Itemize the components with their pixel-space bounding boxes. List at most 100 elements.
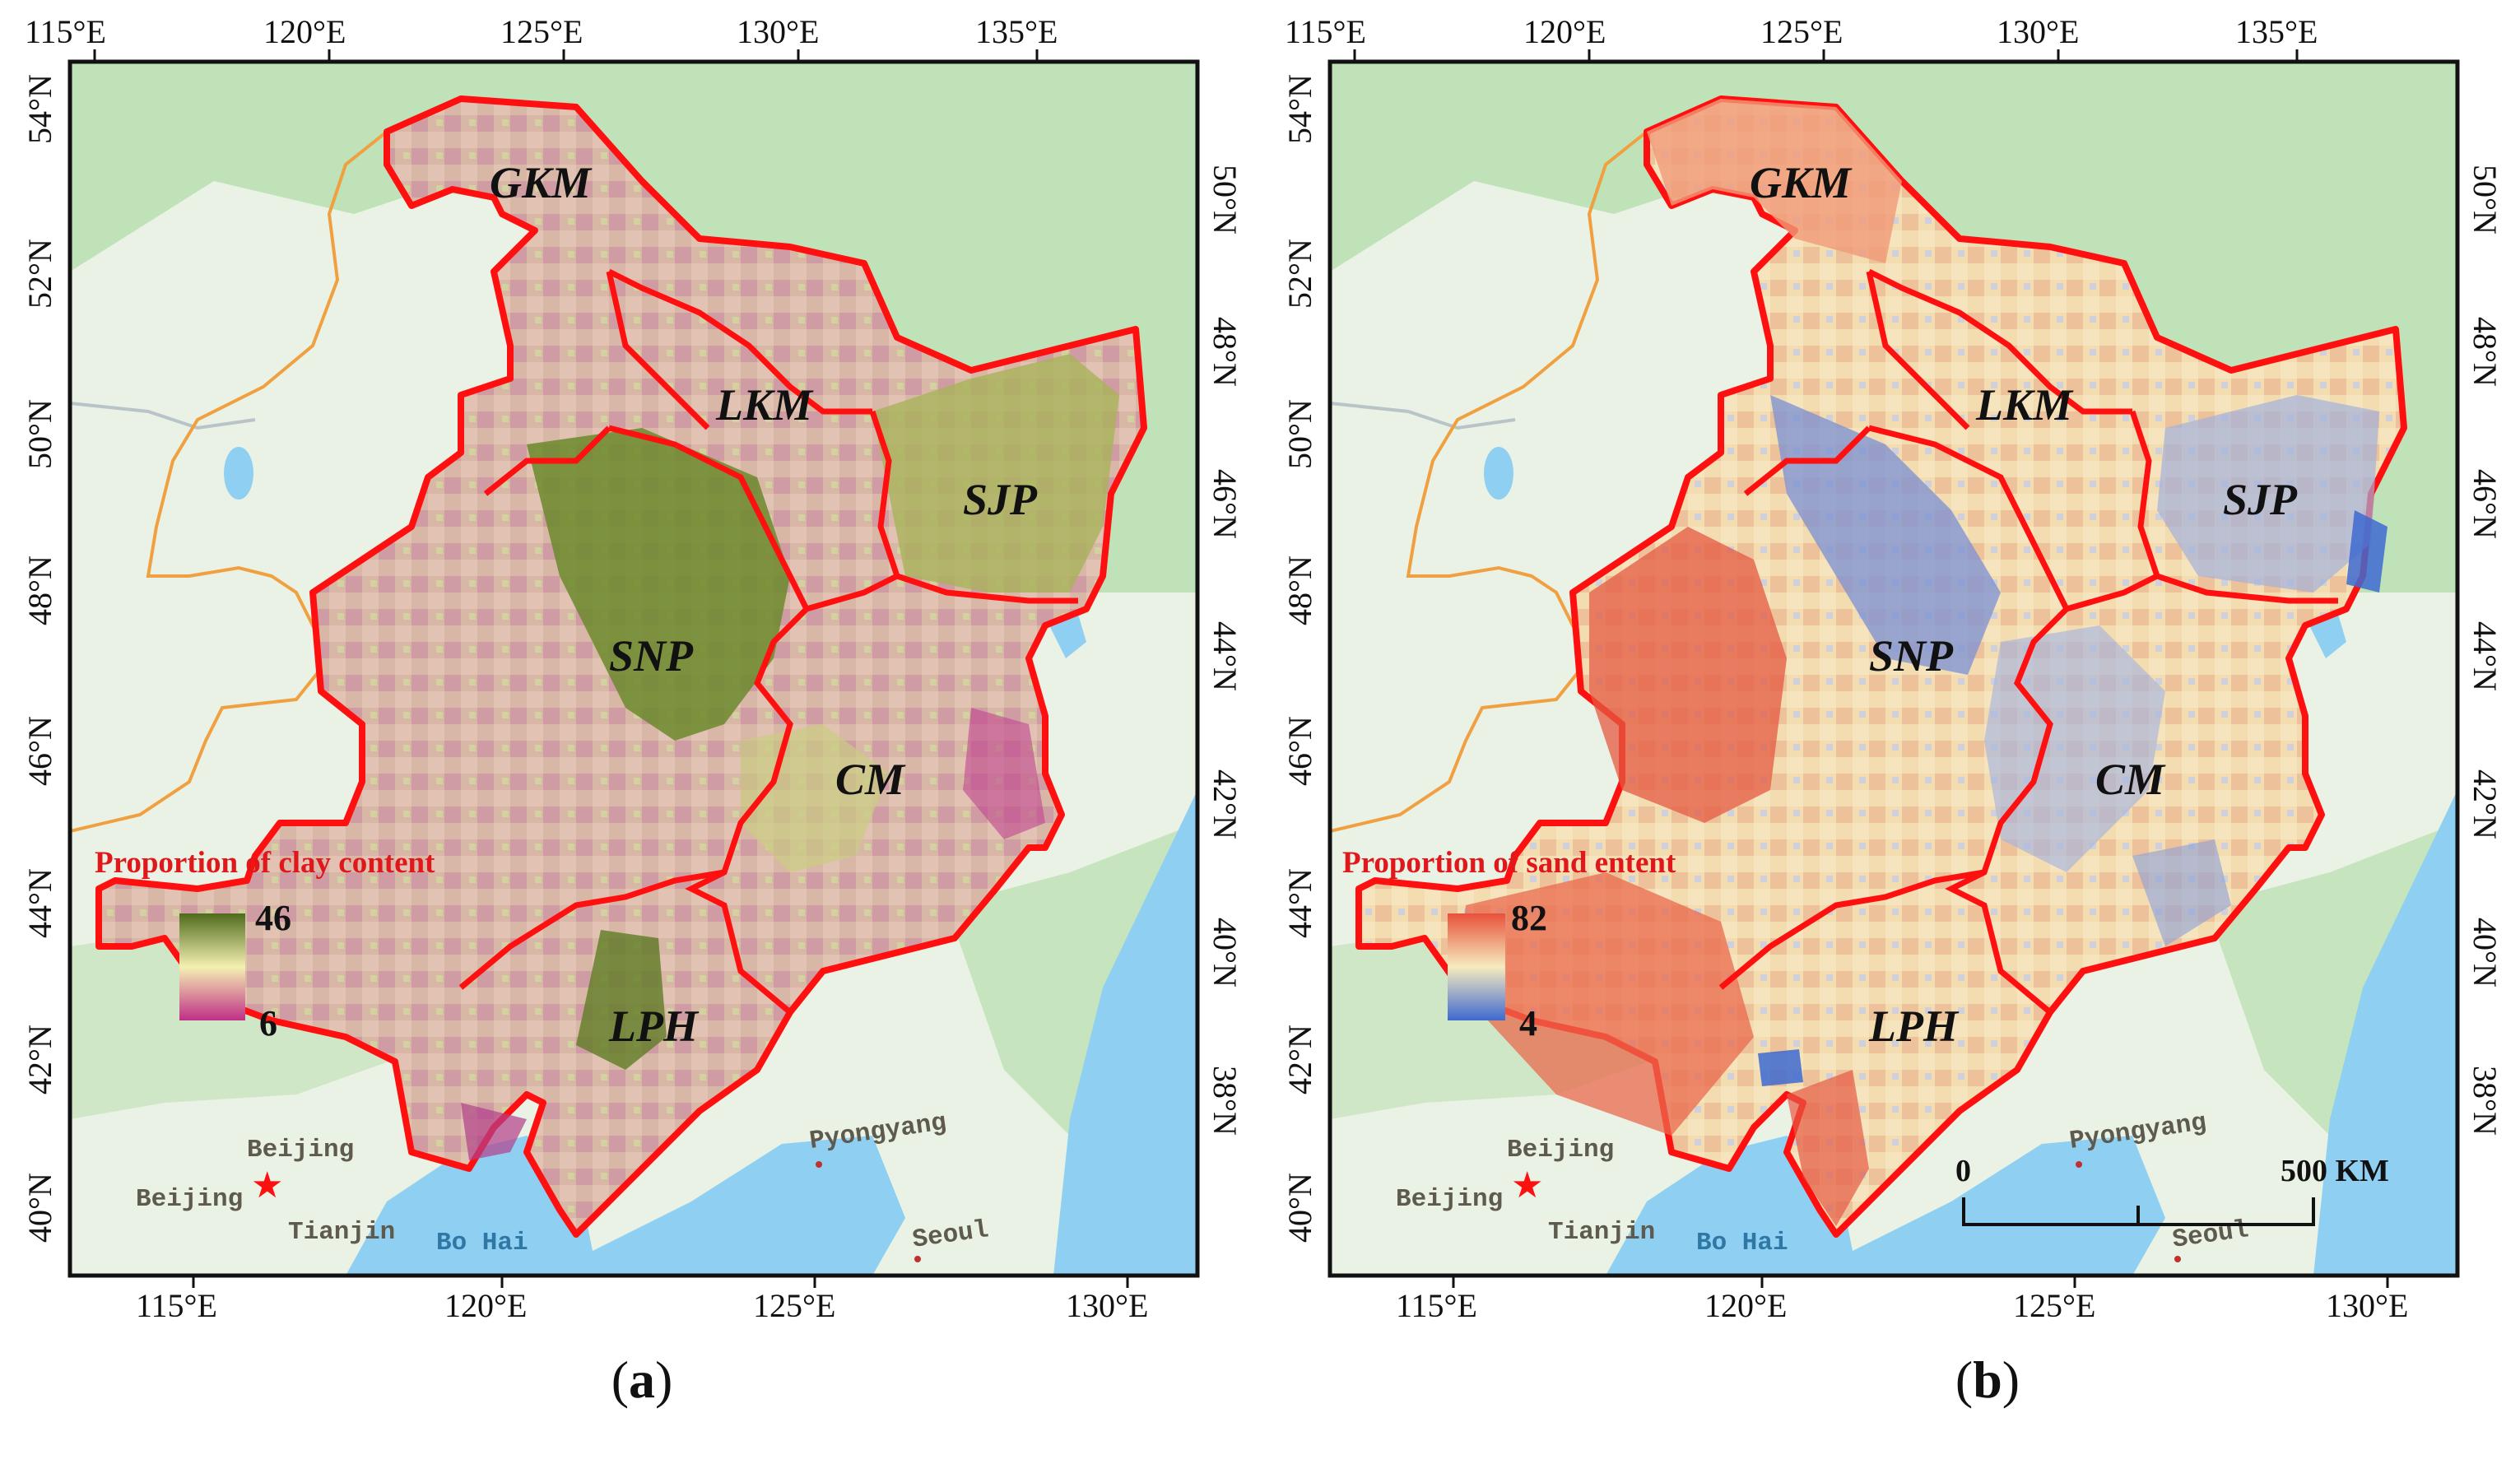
left-tick-label: 40°N [1281,1173,1318,1243]
region-label-lkm: LKM [715,380,814,430]
top-tick-label: 130°E [1997,13,2079,50]
city-label-beijing: Beijing [1396,1185,1503,1214]
top-tick-label: 120°E [263,13,346,50]
right-tick-label: 42°N [1207,769,1244,839]
province-boundary [70,130,388,833]
scale-bar: 0 500 KM [1955,1154,2389,1226]
region-boundary [1718,869,1985,990]
bohai-sea [1606,1136,2165,1276]
river [70,402,256,430]
high-sand-zone [1458,872,1754,1136]
left-tick-label: 50°N [1281,399,1318,469]
region-boundary [1867,268,2132,415]
sea-label-bohai: Bo Hai [436,1229,528,1257]
panel-caption: (a) [611,1350,673,1409]
map-a-svg: Beijing Beijing ★ Tianjin Bo Hai Pyongya… [21,13,1244,1324]
left-tick-label: 46°N [1281,716,1318,786]
city-label-beijing: Beijing [247,1136,354,1164]
region-label-cm: CM [835,755,906,804]
right-tick-label: 38°N [2467,1066,2504,1136]
legend-max-value: 46 [255,898,291,938]
left-axis: 54°N 52°N 50°N 48°N 46°N 44°N 42°N 40°N [1281,74,1318,1243]
left-tick-label: 48°N [1281,555,1318,625]
region-label-snp: SNP [609,631,694,681]
city-label-beijing: Beijing [136,1185,243,1214]
low-sand-zone [1758,1049,1803,1086]
high-sand-zone [1589,527,1787,823]
top-tick-label: 120°E [1523,13,1606,50]
region-boundary [1945,607,2069,1015]
right-tick-label: 44°N [2467,621,2504,691]
high-sand-zone [1647,99,1902,263]
capital-star-icon: ★ [1511,1164,1543,1206]
top-tick-label: 130°E [737,13,819,50]
left-tick-label: 52°N [1281,239,1318,309]
right-tick-label: 46°N [2467,469,2504,539]
capital-star-icon: ★ [251,1164,283,1206]
high-clay-zone [527,428,790,741]
bottom-tick-label: 130°E [2326,1287,2408,1324]
legend-max-value: 82 [1511,898,1547,938]
region-boundary [607,268,872,415]
high-clay-zone [872,354,1119,593]
map-frame [67,59,1200,1278]
region-label-sjp: SJP [963,475,1038,524]
top-tick-label: 135°E [975,13,1058,50]
region-label-gkm: GKM [490,158,593,207]
top-tick-label: 125°E [500,13,583,50]
legend-colorbar [179,913,245,1020]
region-label-gkm: GKM [1750,158,1853,207]
sea-of-japan [2313,790,2457,1276]
forest-area [1330,62,2457,593]
region-label-sjp: SJP [2223,475,2298,524]
left-tick-label: 40°N [21,1173,58,1243]
city-label-beijing: Beijing [1507,1136,1614,1164]
region-boundary [1743,425,1871,496]
forest-area [70,62,1197,593]
right-tick-label: 48°N [1207,317,1244,387]
left-tick-label: 44°N [1281,868,1318,938]
region-boundary [1868,425,2159,613]
low-sand-zone [2132,839,2231,946]
map-panel-b: Beijing Beijing ★ Tianjin Bo Hai Pyongya… [1260,0,2520,1464]
bottom-tick-label: 115°E [1396,1287,1477,1324]
river [1330,402,1516,430]
top-axis: 115°E 120°E 125°E 130°E 135°E [25,13,1058,62]
bottom-tick-label: 130°E [1066,1287,1148,1324]
high-sand-zone [1787,1070,1869,1226]
bottom-tick-label: 125°E [2013,1287,2095,1324]
city-dot [2174,1256,2181,1262]
low-clay-zone [963,708,1045,839]
left-tick-label: 50°N [21,399,58,469]
city-label-tianjin: Tianjin [1548,1218,1655,1247]
low-clay-zone [461,1103,527,1160]
right-axis: 50°N 48°N 46°N 44°N 42°N 40°N 38°N [1207,165,1244,1136]
map-b-svg: Beijing Beijing ★ Tianjin Bo Hai Pyongya… [1281,13,2504,1324]
city-label-tianjin: Tianjin [288,1218,395,1247]
legend-colorbar [1448,913,1505,1020]
map-frame [1327,59,2460,1278]
region-boundary [685,607,809,1015]
region-boundary [608,425,899,613]
low-sand-zone [2346,510,2387,593]
right-axis: 50°N 48°N 46°N 44°N 42°N 40°N 38°N [2467,165,2504,1136]
top-tick-label: 115°E [1285,13,1366,50]
left-axis: 54°N 52°N 50°N 48°N 46°N 44°N 42°N 40°N [21,74,58,1243]
right-tick-label: 40°N [1207,918,1244,988]
low-sand-zone [1984,625,2165,872]
region-boundary [606,271,710,430]
right-tick-label: 38°N [1207,1066,1244,1136]
region-label-lph: LPH [1868,1002,1960,1051]
left-tick-label: 52°N [21,239,58,309]
left-tick-label: 42°N [1281,1025,1318,1095]
panel-caption: (b) [1955,1350,2020,1409]
bottom-tick-label: 115°E [136,1287,217,1324]
bottom-axis: 115°E 120°E 125°E 130°E [136,1276,1148,1324]
region-boundary [458,869,725,990]
bottom-axis: 115°E 120°E 125°E 130°E [1396,1276,2408,1324]
bottom-tick-label: 120°E [1704,1287,1787,1324]
region-label-lkm: LKM [1975,380,2074,430]
right-tick-label: 40°N [2467,918,2504,988]
region-label-lph: LPH [608,1002,700,1051]
region-boundary [483,425,611,496]
